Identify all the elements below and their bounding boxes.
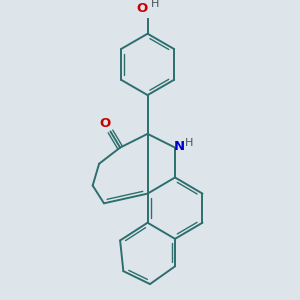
Text: O: O — [100, 117, 111, 130]
Text: N: N — [174, 140, 185, 153]
Text: H: H — [184, 138, 193, 148]
Text: O: O — [137, 2, 148, 15]
Text: H: H — [151, 0, 159, 9]
